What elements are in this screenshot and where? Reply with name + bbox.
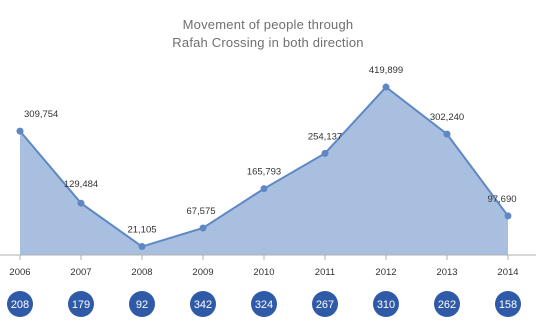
count-circle [129, 291, 155, 317]
data-label: 302,240 [430, 112, 464, 123]
x-tick-label: 2006 [9, 267, 30, 278]
count-circle [434, 291, 460, 317]
count-circle [68, 291, 94, 317]
x-tick-label: 2010 [253, 267, 274, 278]
x-tick-label: 2012 [375, 267, 396, 278]
data-label: 254,137 [308, 131, 342, 142]
count-circle-label: 179 [72, 299, 90, 311]
x-tick-label: 2009 [192, 267, 213, 278]
count-circle-label: 324 [255, 299, 273, 311]
x-tick-label: 2011 [315, 267, 335, 278]
data-point [321, 149, 329, 157]
count-circle [312, 291, 338, 317]
count-circle-label: 158 [499, 299, 517, 311]
area-fill [20, 87, 508, 255]
data-point [382, 83, 390, 91]
data-point [443, 130, 451, 138]
data-point [504, 212, 512, 220]
data-label: 129,484 [64, 179, 98, 190]
chart-title-line-1: Movement of people through [182, 17, 354, 32]
count-circle-label: 310 [377, 299, 395, 311]
x-tick-label: 2013 [436, 267, 457, 278]
x-tick-label: 2008 [131, 267, 152, 278]
count-circle [251, 291, 277, 317]
count-circle [373, 291, 399, 317]
data-point [138, 243, 146, 251]
data-label: 165,793 [247, 167, 281, 178]
count-circle-label: 262 [438, 299, 456, 311]
x-tick-label: 2014 [497, 267, 518, 278]
data-point [260, 185, 268, 193]
data-label: 309,754 [24, 109, 58, 120]
data-label: 67,575 [186, 206, 215, 217]
count-circle-label: 267 [316, 299, 334, 311]
data-label: 97,690 [487, 194, 516, 205]
count-circle [190, 291, 216, 317]
data-label: 21,105 [127, 225, 156, 236]
data-point [77, 199, 85, 207]
data-point [16, 127, 24, 135]
count-circle [7, 291, 33, 317]
chart-title-line-2: Rafah Crossing in both direction [172, 35, 364, 50]
count-circle-label: 342 [194, 299, 212, 311]
count-circle-label: 208 [11, 299, 29, 311]
x-tick-label: 2007 [70, 267, 91, 278]
count-circle [495, 291, 521, 317]
data-point [199, 224, 207, 232]
count-circle-label: 92 [136, 299, 148, 311]
data-label: 419,899 [369, 65, 403, 76]
